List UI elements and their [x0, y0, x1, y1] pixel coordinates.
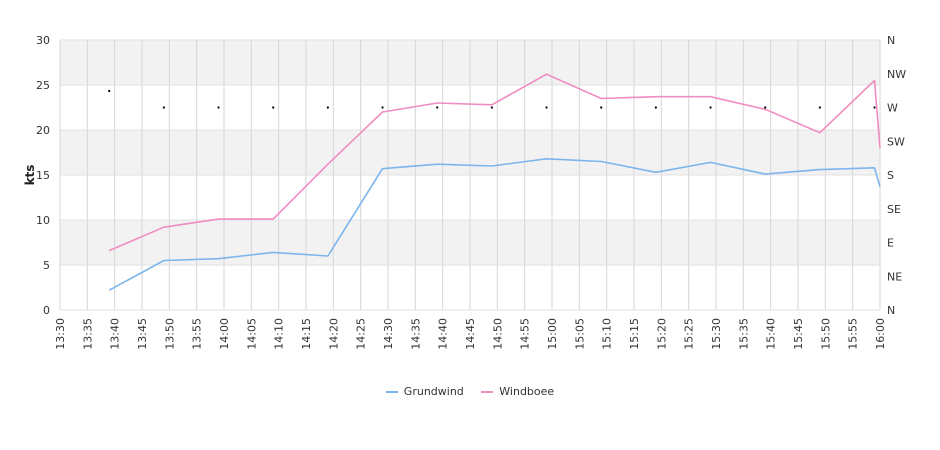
y-tick-label: 15: [36, 169, 50, 182]
x-tick-label: 13:55: [191, 318, 204, 350]
y2-tick-label: N: [887, 34, 895, 47]
x-tick-label: 14:05: [245, 318, 258, 350]
grid-lines: [59, 39, 881, 311]
direction-marker: [654, 106, 657, 109]
x-tick-label: 14:55: [519, 318, 532, 350]
direction-marker: [709, 106, 712, 109]
y2-tick-label: NW: [887, 68, 906, 81]
x-tick-label: 15:10: [601, 318, 614, 350]
x-tick-label: 13:30: [54, 318, 67, 350]
direction-marker: [818, 106, 821, 109]
direction-marker: [436, 106, 439, 109]
direction-marker: [490, 106, 493, 109]
x-tick-label: 15:40: [765, 318, 778, 350]
series-line-windboee: [108, 73, 881, 252]
y-tick-label: 0: [43, 304, 50, 317]
x-tick-label: 15:20: [655, 318, 668, 350]
x-tick-label: 14:45: [464, 318, 477, 350]
x-tick-label: 14:25: [355, 318, 368, 350]
direction-marker: [381, 106, 384, 109]
x-tick-label: 13:35: [81, 318, 94, 350]
y-axis-label: kts: [23, 165, 37, 186]
direction-marker: [545, 106, 548, 109]
x-tick-label: 16:00: [874, 318, 887, 350]
y-tick-label: 20: [36, 124, 50, 137]
series-line-grundwind: [108, 158, 881, 291]
x-tick-label: 14:15: [300, 318, 313, 350]
direction-marker: [600, 106, 603, 109]
x-tick-label: 15:05: [573, 318, 586, 350]
x-axis-ticks: 13:30 13:35 13:40 13:45 13:50 13:55 14:00 14:05…: [54, 318, 887, 350]
chart-legend: Grundwind Windboee: [0, 385, 940, 398]
x-tick-label: 13:50: [163, 318, 176, 350]
y2-tick-label: E: [887, 237, 894, 250]
legend-label-grundwind: Grundwind: [403, 385, 464, 398]
x-tick-label: 15:35: [737, 318, 750, 350]
x-tick-label: 13:40: [109, 318, 122, 350]
y-axis-ticks: 0 5 10 15 20 25 30: [36, 34, 50, 317]
y2-tick-label: NE: [887, 270, 902, 283]
x-tick-label: 14:40: [437, 318, 450, 350]
y2-tick-label: W: [887, 102, 898, 115]
x-tick-label: 14:00: [218, 318, 231, 350]
direction-marker: [217, 106, 220, 109]
direction-marker: [764, 106, 767, 109]
direction-marker: [873, 106, 876, 109]
y2-tick-label: SE: [887, 203, 901, 216]
x-tick-label: 14:30: [382, 318, 395, 350]
legend-item-grundwind[interactable]: Grundwind: [385, 385, 464, 398]
y-tick-label: 30: [36, 34, 50, 47]
legend-swatch-grundwind: [385, 391, 398, 393]
x-tick-label: 14:10: [273, 318, 286, 350]
legend-label-windboee: Windboee: [499, 385, 555, 398]
y2-tick-label: SW: [887, 135, 905, 148]
x-tick-label: 13:45: [136, 318, 149, 350]
x-tick-label: 14:20: [327, 318, 340, 350]
series-lines: [108, 73, 881, 291]
direction-markers: [108, 89, 876, 109]
x-tick-label: 15:30: [710, 318, 723, 350]
y2-tick-label: N: [887, 304, 895, 317]
x-tick-label: 15:55: [847, 318, 860, 350]
direction-marker: [108, 89, 111, 93]
y-tick-label: 5: [43, 259, 50, 272]
x-tick-label: 14:50: [491, 318, 504, 350]
x-tick-label: 15:00: [546, 318, 559, 350]
legend-swatch-windboee: [481, 391, 494, 393]
x-tick-label: 15:50: [819, 318, 832, 350]
y-tick-label: 25: [36, 79, 50, 92]
y2-tick-label: S: [887, 169, 894, 182]
x-tick-label: 15:45: [792, 318, 805, 350]
direction-marker: [326, 106, 329, 109]
direction-marker: [162, 106, 165, 109]
y2-axis-ticks: N NE E SE S SW W NW N: [887, 34, 906, 317]
legend-item-windboee[interactable]: Windboee: [481, 385, 554, 398]
x-tick-label: 15:25: [683, 318, 696, 350]
x-tick-label: 14:35: [409, 318, 422, 350]
direction-marker: [272, 106, 275, 109]
x-tick-label: 15:15: [628, 318, 641, 350]
y-tick-label: 10: [36, 214, 50, 227]
